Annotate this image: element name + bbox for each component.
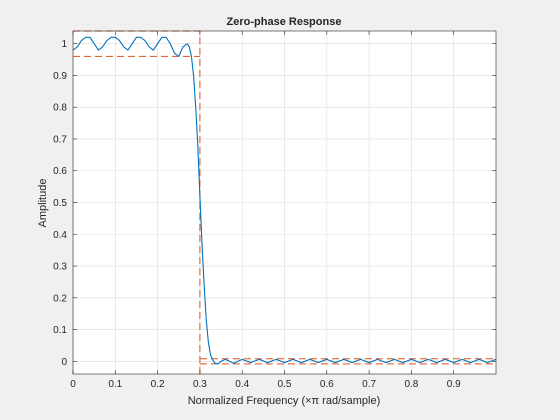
- x-tick-label: 0.5: [278, 379, 292, 390]
- x-axis-label: Normalized Frequency (×π rad/sample): [188, 395, 381, 407]
- y-axis-label: Amplitude: [37, 179, 49, 228]
- x-tick-label: 0.3: [193, 379, 207, 390]
- x-tick-label: 0.2: [151, 379, 165, 390]
- x-tick-label: 0.8: [404, 379, 418, 390]
- y-tick-label: 0.9: [53, 71, 67, 82]
- y-tick-label: 0.4: [53, 230, 67, 241]
- grid: [72, 31, 496, 374]
- y-tick-label: 0.1: [53, 325, 67, 336]
- y-tick-label: 0.5: [53, 198, 67, 209]
- y-tick-label: 0.7: [53, 134, 67, 145]
- response-line: [72, 36, 497, 365]
- x-tick-label: 0: [70, 379, 76, 390]
- chart-title: Zero-phase Response: [227, 16, 342, 28]
- y-tick-label: 0.8: [53, 103, 67, 114]
- x-tick-label: 0.9: [447, 379, 461, 390]
- y-tick-label: 0.2: [53, 293, 67, 304]
- y-tick-label: 0.6: [53, 166, 67, 177]
- plot-area: [72, 36, 497, 365]
- x-tick-label: 0.6: [320, 379, 334, 390]
- x-tick-label: 0.1: [108, 379, 122, 390]
- y-tick-label: 1: [61, 39, 67, 50]
- y-tick-label: 0: [61, 357, 67, 368]
- x-tick-label: 0.7: [362, 379, 376, 390]
- ticks: 0 0.1 0.2 0.3 0.4 0.5 0.6 0.7 0.8 0.9 0 0.1 0.2 0.3 0.…: [53, 31, 496, 390]
- x-tick-label: 0.4: [235, 379, 249, 390]
- y-tick-label: 0.3: [53, 262, 67, 273]
